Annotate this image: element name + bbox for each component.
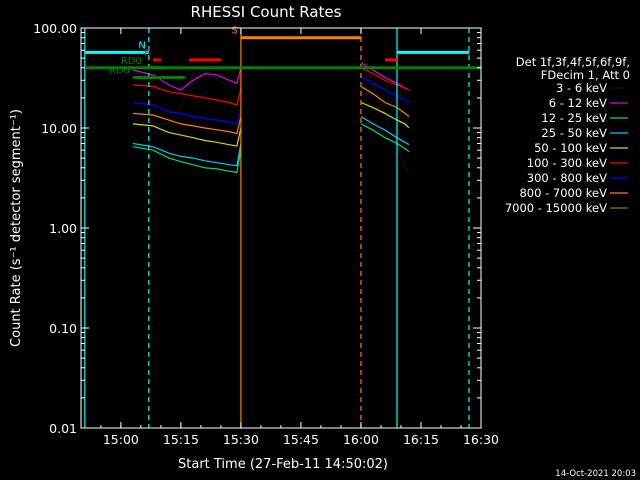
x-axis-label: Start Time (27-Feb-11 14:50:02) xyxy=(178,457,388,472)
legend: Det 1f,3f,4f,5f,6f,9f,FDecim 1, Att 03 -… xyxy=(505,55,630,215)
x-tick-label-0: 15:00 xyxy=(103,432,139,447)
legend-label-2: 12 - 25 keV xyxy=(541,111,607,125)
series-line-6-seg-1 xyxy=(360,76,410,104)
series-line-0-seg-0 xyxy=(132,67,242,125)
flag-label-7: F xyxy=(144,48,150,59)
legend-label-8: 7000 - 15000 keV xyxy=(505,201,607,215)
flag-label-4: RD6 xyxy=(109,65,130,76)
series-lines-group xyxy=(132,50,410,174)
legend-label-7: 800 - 7000 keV xyxy=(519,186,607,200)
y-tick-label-2: 1.00 xyxy=(49,221,77,236)
flag-label-5: RD0 xyxy=(121,56,142,67)
flag-label-3: S xyxy=(232,26,238,37)
series-line-5-seg-1 xyxy=(360,67,410,91)
x-tick-label-6: 16:30 xyxy=(463,432,499,447)
y-tick-label-0: 0.01 xyxy=(49,421,77,436)
legend-label-6: 300 - 800 keV xyxy=(527,171,607,185)
series-line-2-seg-0 xyxy=(132,146,242,174)
series-line-1-seg-0 xyxy=(132,67,242,91)
y-tick-label-4: 100.00 xyxy=(33,21,77,36)
chart-title: RHESSI Count Rates xyxy=(191,3,342,21)
series-line-4-seg-1 xyxy=(360,101,410,129)
series-line-7-seg-1 xyxy=(360,85,410,118)
x-axis-ticks: 15:00 15:15 15:30 15:45 16:00 16:15 16:30 xyxy=(100,28,499,447)
legend-label-3: 25 - 50 keV xyxy=(541,126,607,140)
series-line-6-seg-0 xyxy=(132,101,242,125)
x-tick-label-1: 15:15 xyxy=(163,432,199,447)
timestamp-footer: 14-Oct-2021 20:03 xyxy=(555,469,636,479)
series-line-3-seg-1 xyxy=(360,116,410,146)
series-line-5-seg-0 xyxy=(132,84,242,106)
legend-label-0: 3 - 6 keV xyxy=(556,81,607,95)
series-line-7-seg-0 xyxy=(132,112,242,135)
legend-header-0: Det 1f,3f,4f,5f,6f,9f, xyxy=(516,55,630,69)
series-line-4-seg-0 xyxy=(132,123,242,147)
x-tick-label-4: 16:00 xyxy=(343,432,379,447)
x-tick-label-3: 15:45 xyxy=(283,432,319,447)
x-tick-label-2: 15:30 xyxy=(223,432,259,447)
legend-label-1: 6 - 12 keV xyxy=(549,96,607,110)
vertical-markers-group xyxy=(84,28,470,428)
y-axis-ticks: 0.01 0.10 1.00 10.00 100.00 xyxy=(33,21,481,436)
y-tick-label-3: 10.00 xyxy=(41,121,77,136)
y-axis-label: Count Rate (s⁻¹ detector segment⁻¹) xyxy=(9,109,24,347)
legend-label-5: 100 - 300 keV xyxy=(527,156,607,170)
flag-label-2: N xyxy=(138,40,145,51)
x-tick-label-5: 16:15 xyxy=(403,432,439,447)
y-tick-label-1: 0.10 xyxy=(49,321,77,336)
series-line-0-seg-1 xyxy=(360,50,410,174)
legend-label-4: 50 - 100 keV xyxy=(534,141,607,155)
series-line-3-seg-0 xyxy=(132,142,242,167)
series-line-2-seg-1 xyxy=(360,123,410,153)
legend-header-1: FDecim 1, Att 0 xyxy=(541,68,630,82)
